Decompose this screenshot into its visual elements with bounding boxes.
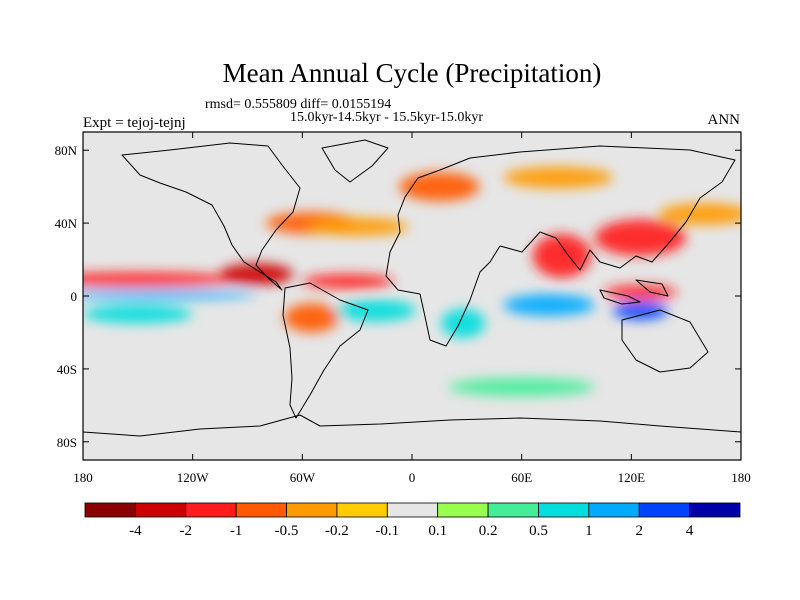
colorbar-swatch-10 <box>588 502 640 518</box>
eurasia-africa-coastline <box>385 145 736 347</box>
anomaly-region-17 <box>613 301 668 320</box>
x-tick-label-1: 120W <box>177 470 210 485</box>
australia-coastline <box>621 309 709 373</box>
x-tick-label-6: 180 <box>731 470 751 485</box>
colorbar: -4 -2 -1 -0.5 -0.2 -0.1 0.1 0.2 0.5 1 2 4 <box>84 502 741 539</box>
colorbar-swatch-4 <box>286 502 338 518</box>
anomaly-region-7 <box>532 234 592 278</box>
chart-title: Mean Annual Cycle (Precipitation) <box>223 58 602 88</box>
anomaly-region-16 <box>503 294 595 317</box>
colorbar-swatch-0 <box>84 502 136 518</box>
colorbar-label-3: -0.5 <box>275 523 299 539</box>
anomaly-region-5 <box>399 172 480 202</box>
y-tick-label-2: 0 <box>71 289 78 304</box>
anomaly-region-1 <box>220 263 294 286</box>
colorbar-label-1: -2 <box>180 523 193 539</box>
colorbar-swatch-8 <box>487 502 539 518</box>
anomaly-region-13 <box>284 303 339 333</box>
season-label: ANN <box>708 112 741 128</box>
colorbar-label-7: 0.2 <box>479 523 498 539</box>
coastlines <box>83 139 741 437</box>
colorbar-swatch-3 <box>235 502 287 518</box>
colorbar-swatch-12 <box>689 502 741 518</box>
anomaly-region-10 <box>658 203 741 225</box>
y-tick-label-4: 80S <box>57 435 77 450</box>
colorbar-label-4: -0.2 <box>325 523 349 539</box>
y-tick-label-3: 40S <box>57 362 77 377</box>
precipitation-anomaly-field <box>83 166 741 397</box>
colorbar-swatch-9 <box>538 502 590 518</box>
colorbar-label-8: 0.5 <box>529 523 548 539</box>
experiment-label: Expt = tejoj-tejnj <box>83 115 186 131</box>
anomaly-region-8 <box>594 219 687 256</box>
anomaly-region-2 <box>302 274 394 289</box>
antarctica-coastline <box>83 414 741 437</box>
x-tick-label-4: 60E <box>511 470 532 485</box>
anomaly-region-0 <box>83 272 239 287</box>
y-axis: 80N 40N 0 40S 80S <box>55 143 741 450</box>
anomaly-region-9 <box>603 285 678 300</box>
stats-line: rmsd= 0.555809 diff= 0.0155194 <box>205 97 391 112</box>
colorbar-swatch-6 <box>386 502 439 518</box>
anomaly-region-15 <box>441 308 486 338</box>
x-tick-label-5: 120E <box>618 470 646 485</box>
anomaly-region-6 <box>503 166 614 189</box>
colorbar-label-5: -0.1 <box>375 523 399 539</box>
colorbar-label-6: 0.1 <box>428 523 447 539</box>
x-tick-label-0: 180 <box>73 470 93 485</box>
anomaly-region-18 <box>448 378 595 397</box>
anomaly-region-11 <box>83 289 257 299</box>
anomaly-region-12 <box>83 305 193 324</box>
colorbar-label-0: -4 <box>129 523 142 539</box>
x-tick-label-3: 0 <box>409 470 416 485</box>
period-line: 15.0kyr-14.5kyr - 15.5kyr-15.0kyr <box>290 110 483 125</box>
x-axis: 180 120W 60W 0 60E 120E 180 <box>73 132 751 485</box>
colorbar-swatch-5 <box>336 502 388 518</box>
y-tick-label-1: 40N <box>55 216 78 231</box>
north-america-coastline <box>121 142 301 291</box>
colorbar-swatch-1 <box>134 502 187 518</box>
x-tick-label-2: 60W <box>290 470 316 485</box>
south-america-coastline <box>282 282 369 419</box>
colorbar-swatch-7 <box>437 502 489 518</box>
indonesia-coastline <box>599 279 669 305</box>
anomaly-region-4 <box>305 217 409 236</box>
colorbar-label-11: 4 <box>686 523 694 539</box>
colorbar-label-9: 1 <box>585 523 593 539</box>
y-tick-label-0: 80N <box>55 143 78 158</box>
colorbar-swatch-11 <box>638 502 691 518</box>
colorbar-swatch-2 <box>185 502 237 518</box>
colorbar-label-2: -1 <box>230 523 243 539</box>
greenland-coastline <box>321 139 389 183</box>
colorbar-label-10: 2 <box>635 523 643 539</box>
